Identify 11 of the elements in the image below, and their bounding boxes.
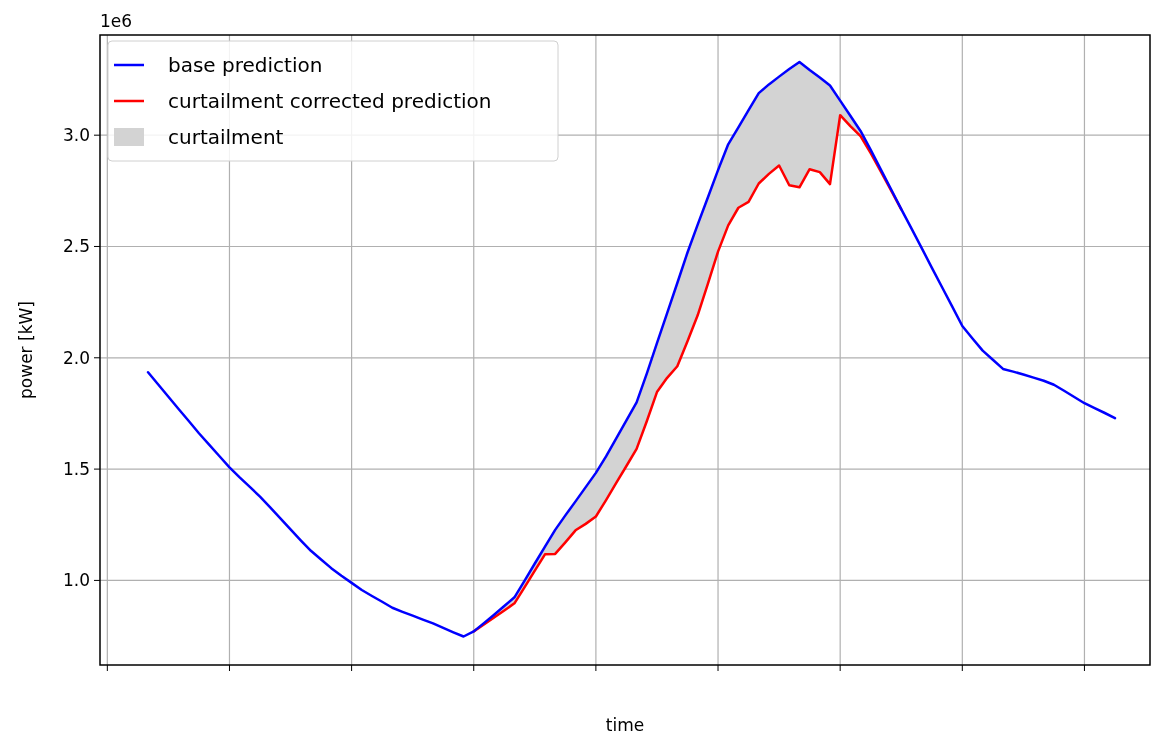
y-axis-title: power [kW]	[16, 301, 36, 399]
legend-label: curtailment corrected prediction	[168, 89, 492, 113]
legend-label: curtailment	[168, 125, 284, 149]
text: 1e6	[100, 11, 133, 31]
y-tick-label: 2.5	[62, 236, 90, 257]
y-tick-label: 1.5	[62, 459, 90, 480]
y-tick-label: 2.0	[62, 347, 90, 368]
x-axis-title: time	[605, 715, 645, 735]
y-tick-label: 1.0	[62, 570, 90, 591]
y-tick-label: 3.0	[62, 125, 90, 146]
legend-label: base prediction	[168, 53, 323, 77]
